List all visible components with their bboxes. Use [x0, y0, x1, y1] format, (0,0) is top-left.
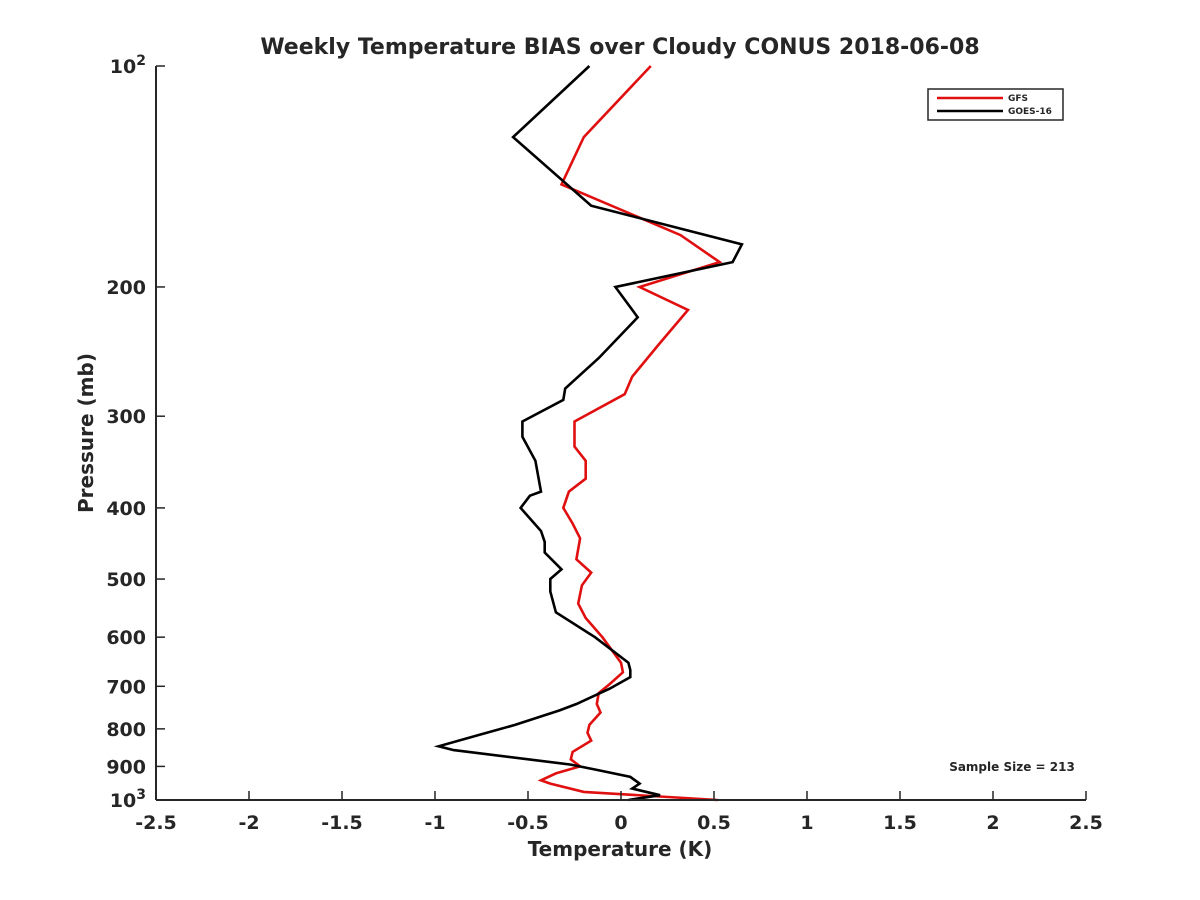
x-tick-label: 0: [614, 812, 627, 834]
chart-title: Weekly Temperature BIAS over Cloudy CONU…: [260, 35, 979, 60]
x-tick-label: 0.5: [697, 812, 731, 834]
x-tick-label: 1: [800, 812, 813, 834]
y-ticks: 102 200 300 400 500 600 700 800 900 103: [106, 53, 165, 812]
legend-label-goes16: GOES-16: [1008, 107, 1052, 117]
y-tick-label: 103: [110, 787, 146, 812]
y-tick-label: 500: [106, 569, 146, 591]
y-tick-label: 200: [106, 277, 146, 299]
y-tick-label: 102: [110, 53, 146, 78]
plot-area: -2.5 -2 -1.5 -1 -0.5 0 0.5 1 1.5 2 2.5 102 200 300 40…: [106, 53, 1103, 834]
x-tick-label: -1.5: [321, 812, 363, 834]
legend: GFS GOES-16: [927, 88, 1064, 121]
y-tick-label: 800: [106, 719, 146, 741]
y-tick-label: 300: [106, 406, 146, 428]
x-tick-label: -1: [424, 812, 445, 834]
series-line-gfs: [537, 65, 723, 802]
series-layer: [433, 65, 744, 802]
y-tick-label: 400: [106, 498, 146, 520]
x-axis-label: Temperature (K): [528, 837, 713, 861]
sample-size-annotation: Sample Size = 213: [949, 760, 1075, 774]
x-tick-label: -0.5: [507, 812, 549, 834]
x-tick-label: 2.5: [1069, 812, 1103, 834]
y-tick-label: 900: [106, 756, 146, 778]
legend-box: [927, 88, 1064, 121]
legend-label-gfs: GFS: [1008, 94, 1028, 104]
y-axis-label: Pressure (mb): [74, 353, 98, 513]
series-line-goes-16: [433, 65, 744, 802]
y-tick-label: 600: [106, 627, 146, 649]
x-tick-label: -2.5: [135, 812, 177, 834]
x-ticks: -2.5 -2 -1.5 -1 -0.5 0 0.5 1 1.5 2 2.5: [135, 791, 1103, 834]
y-tick-label: 700: [106, 676, 146, 698]
x-tick-label: 1.5: [883, 812, 917, 834]
x-tick-label: -2: [238, 812, 259, 834]
x-tick-label: 2: [986, 812, 999, 834]
